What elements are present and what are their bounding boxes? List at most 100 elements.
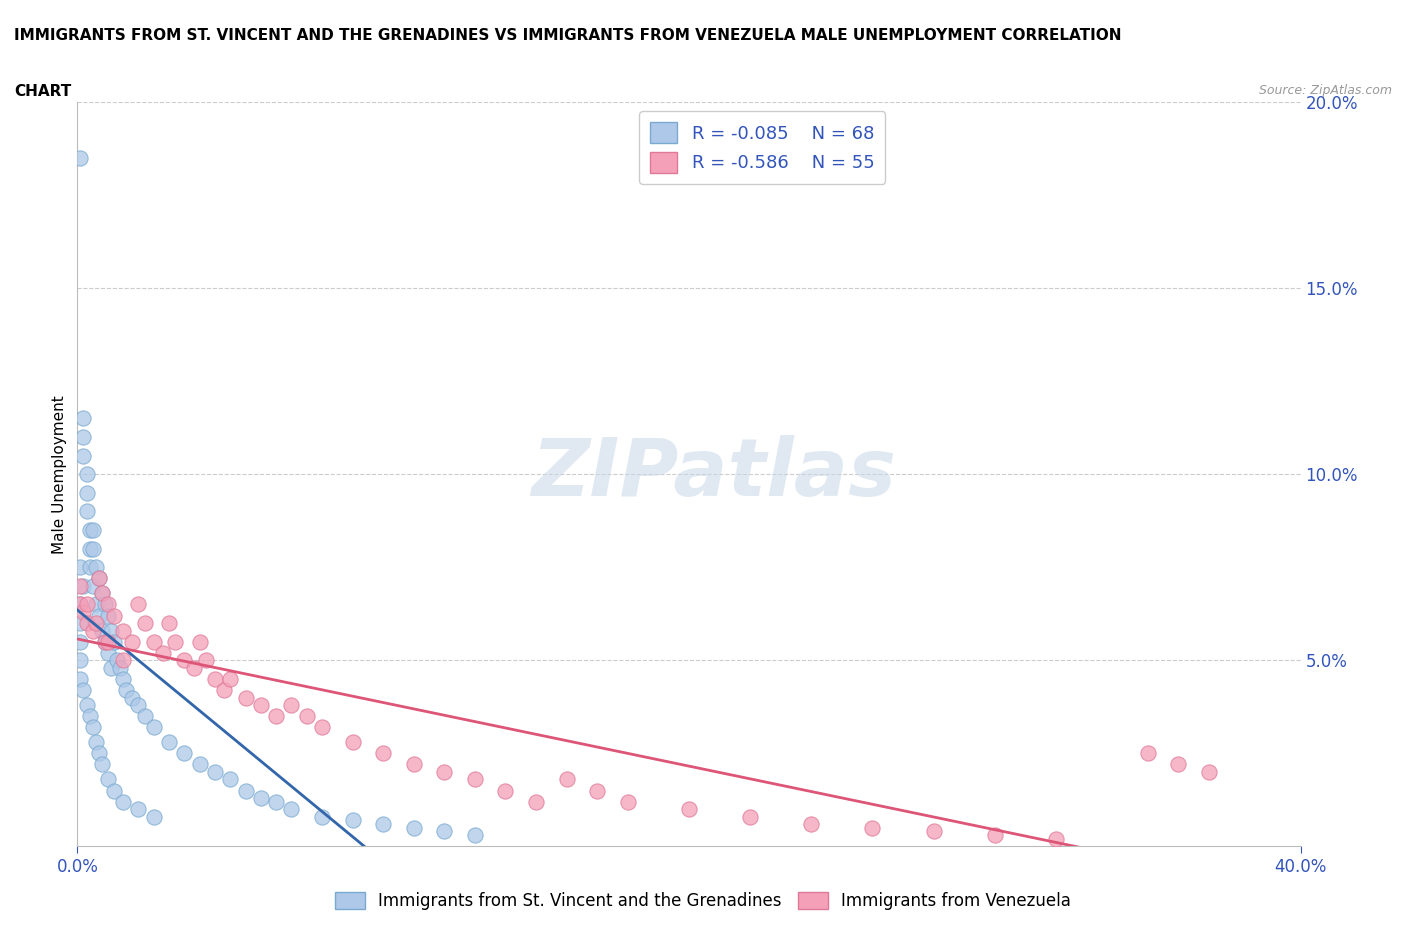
Point <box>188 634 211 649</box>
Point <box>173 653 195 668</box>
Text: CHART: CHART <box>14 84 72 99</box>
Point <box>464 772 486 787</box>
Point <box>69 616 91 631</box>
Point <box>280 698 302 712</box>
Point <box>97 597 120 612</box>
Point <box>371 746 394 761</box>
Point <box>84 560 107 575</box>
Point <box>76 698 98 712</box>
Text: ZIPatlas: ZIPatlas <box>531 435 896 513</box>
Point <box>115 683 138 698</box>
Point <box>82 523 104 538</box>
Point <box>69 560 91 575</box>
Point <box>134 709 156 724</box>
Point <box>82 578 104 593</box>
Point <box>76 597 98 612</box>
Point <box>402 757 425 772</box>
Point <box>183 660 205 675</box>
Y-axis label: Male Unemployment: Male Unemployment <box>52 395 67 553</box>
Point <box>112 671 135 686</box>
Point <box>555 772 578 787</box>
Point <box>586 783 609 798</box>
Point <box>105 653 128 668</box>
Point <box>72 604 94 619</box>
Point <box>157 735 180 750</box>
Point <box>311 809 333 824</box>
Point <box>90 586 112 601</box>
Point <box>922 824 945 839</box>
Point <box>69 597 91 612</box>
Point <box>371 817 394 831</box>
Point <box>142 720 165 735</box>
Point <box>495 783 517 798</box>
Point <box>87 571 110 586</box>
Point <box>76 485 98 500</box>
Point <box>862 820 884 835</box>
Point <box>97 634 120 649</box>
Point <box>1167 757 1189 772</box>
Point <box>678 802 700 817</box>
Point <box>112 623 135 638</box>
Legend: R = -0.085    N = 68, R = -0.586    N = 55: R = -0.085 N = 68, R = -0.586 N = 55 <box>640 112 886 184</box>
Point <box>157 616 180 631</box>
Point <box>173 746 195 761</box>
Point <box>142 809 165 824</box>
Point <box>87 746 110 761</box>
Point <box>204 764 226 779</box>
Point <box>103 608 125 623</box>
Point <box>82 720 104 735</box>
Point <box>188 757 211 772</box>
Point <box>433 764 456 779</box>
Point <box>72 411 94 426</box>
Point <box>69 634 91 649</box>
Legend: Immigrants from St. Vincent and the Grenadines, Immigrants from Venezuela: Immigrants from St. Vincent and the Gren… <box>328 885 1078 917</box>
Point <box>112 794 135 809</box>
Point <box>79 541 101 556</box>
Point <box>100 623 122 638</box>
Point <box>72 448 94 463</box>
Point <box>524 794 547 809</box>
Point <box>94 634 117 649</box>
Point <box>108 660 131 675</box>
Point <box>342 735 364 750</box>
Point <box>79 560 101 575</box>
Point <box>128 698 150 712</box>
Point <box>1136 746 1159 761</box>
Point <box>250 698 273 712</box>
Point <box>69 671 91 686</box>
Point <box>235 690 257 705</box>
Point <box>103 783 125 798</box>
Point <box>142 634 165 649</box>
Point <box>984 828 1007 843</box>
Point <box>128 597 150 612</box>
Point <box>72 430 94 445</box>
Point <box>204 671 226 686</box>
Point <box>69 597 91 612</box>
Point <box>103 634 125 649</box>
Point <box>87 608 110 623</box>
Point <box>464 828 486 843</box>
Point <box>219 671 242 686</box>
Point <box>212 683 235 698</box>
Point <box>72 578 94 593</box>
Point <box>100 660 122 675</box>
Point <box>295 709 318 724</box>
Point <box>97 645 120 660</box>
Point <box>1045 831 1067 846</box>
Text: Source: ZipAtlas.com: Source: ZipAtlas.com <box>1258 84 1392 97</box>
Point <box>90 586 112 601</box>
Text: IMMIGRANTS FROM ST. VINCENT AND THE GRENADINES VS IMMIGRANTS FROM VENEZUELA MALE: IMMIGRANTS FROM ST. VINCENT AND THE GREN… <box>14 28 1122 43</box>
Point <box>121 634 143 649</box>
Point <box>97 772 120 787</box>
Point <box>84 735 107 750</box>
Point <box>79 709 101 724</box>
Point <box>82 541 104 556</box>
Point <box>87 571 110 586</box>
Point <box>800 817 823 831</box>
Point <box>264 709 287 724</box>
Point <box>165 634 187 649</box>
Point <box>402 820 425 835</box>
Point <box>194 653 217 668</box>
Point <box>280 802 302 817</box>
Point <box>84 616 107 631</box>
